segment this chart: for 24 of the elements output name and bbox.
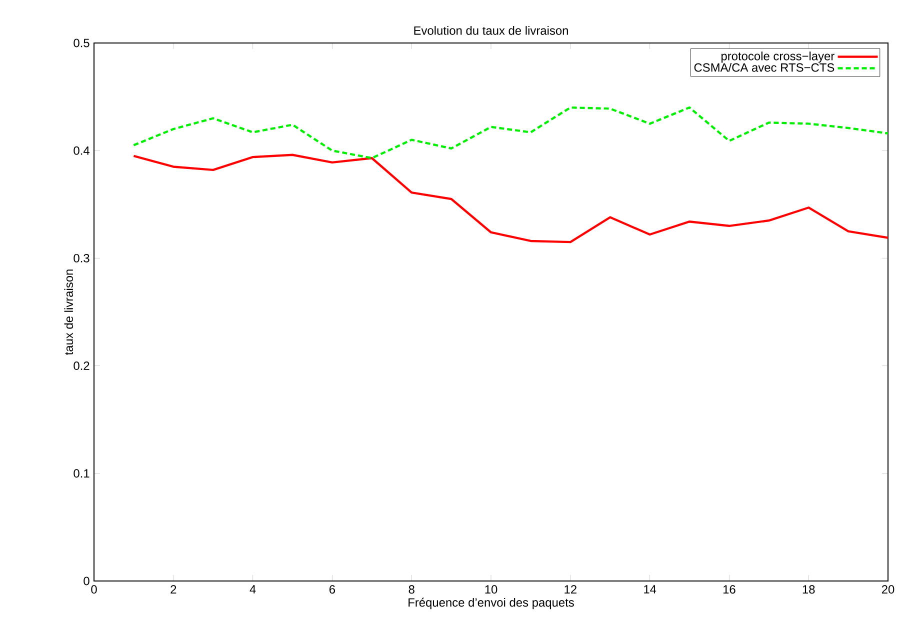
x-tick-label: 16	[723, 585, 736, 594]
x-tick-label: 6	[329, 585, 336, 594]
line-series	[132, 154, 888, 244]
y-tick-label: 0.2	[74, 362, 90, 370]
x-axis-title: Fréquence d’envoi des paquets	[408, 598, 574, 610]
legend-label: protocole cross−layer	[721, 52, 834, 63]
x-tick-label: 14	[644, 585, 656, 594]
y-tick-label: 0.1	[74, 469, 90, 478]
x-tick-label: 0	[91, 585, 97, 594]
y-axis-title: taux de livraison	[64, 270, 74, 355]
chart-title: Evolution du taux de livraison	[414, 26, 568, 35]
y-tick-label: 0.4	[74, 146, 90, 155]
y-tick-label: 0	[84, 576, 90, 586]
x-tick-label: 18	[802, 585, 815, 594]
x-tick-label: 8	[408, 585, 414, 594]
y-tick-label: 0.3	[74, 254, 90, 262]
x-tick-label: 4	[250, 585, 256, 594]
legend-label: CSMA/CA avec RTS−CTS	[694, 62, 834, 72]
x-tick-label: 2	[170, 585, 176, 594]
x-tick-label: 10	[485, 585, 498, 594]
line-series	[132, 106, 888, 160]
y-tick-label: 0.5	[74, 38, 90, 48]
x-tick-label: 20	[882, 585, 894, 594]
x-tick-label: 12	[564, 585, 576, 594]
